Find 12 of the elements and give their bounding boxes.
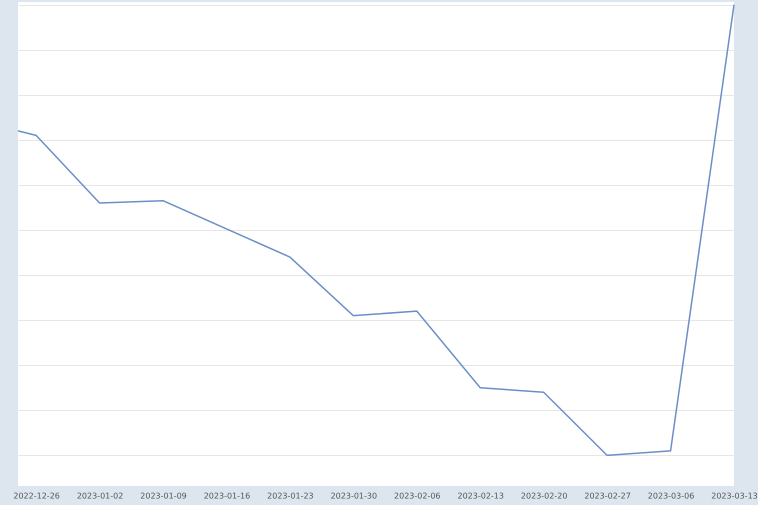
x-tick-label: 2023-01-30: [330, 492, 378, 500]
x-tick-label: 2023-02-20: [520, 492, 568, 500]
x-tick-label: 2023-03-13: [711, 492, 758, 500]
x-tick-label: 2023-02-27: [584, 492, 631, 500]
x-tick-label: 2023-01-09: [140, 492, 187, 500]
x-tick-label: 2023-02-13: [457, 492, 504, 500]
x-tick-label: 2023-01-02: [76, 492, 124, 500]
x-tick-label: 2022-12-26: [13, 492, 60, 500]
x-tick-label: 2023-03-06: [648, 492, 694, 500]
x-tick-label: 2023-02-06: [394, 492, 441, 500]
x-tick-label: 2023-01-16: [204, 492, 250, 500]
x-tick-label: 2023-01-23: [267, 492, 314, 500]
